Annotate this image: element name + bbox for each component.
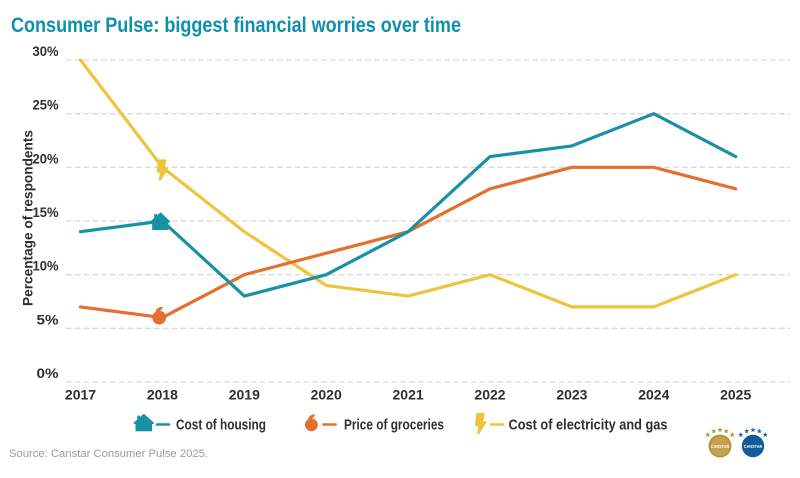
svg-text:0%: 0% [37, 365, 60, 381]
svg-text:5%: 5% [37, 311, 60, 327]
svg-text:2025: 2025 [720, 387, 751, 403]
svg-text:10%: 10% [33, 258, 60, 274]
svg-text:2024: 2024 [638, 387, 669, 403]
svg-text:Cost of housing: Cost of housing [176, 417, 266, 434]
svg-text:CANSTAR: CANSTAR [711, 444, 730, 450]
svg-text:Cost of electricity and gas: Cost of electricity and gas [509, 417, 668, 434]
svg-text:2018: 2018 [147, 387, 178, 403]
svg-text:2020: 2020 [311, 387, 342, 403]
svg-text:30%: 30% [33, 43, 60, 59]
svg-text:2021: 2021 [393, 387, 424, 403]
svg-text:CANSTAR: CANSTAR [744, 444, 763, 450]
svg-text:Percentage of respondents: Percentage of respondents [20, 130, 36, 306]
svg-text:2022: 2022 [474, 387, 505, 403]
svg-text:Price of groceries: Price of groceries [344, 417, 444, 434]
svg-text:15%: 15% [33, 204, 60, 220]
svg-text:2017: 2017 [65, 387, 96, 403]
svg-text:20%: 20% [33, 150, 60, 166]
svg-text:25%: 25% [33, 97, 60, 113]
svg-text:Source: Canstar Consumer Pulse: Source: Canstar Consumer Pulse 2025. [9, 448, 208, 460]
svg-text:2023: 2023 [556, 387, 587, 403]
svg-text:2019: 2019 [229, 387, 260, 403]
svg-text:Consumer Pulse: biggest financ: Consumer Pulse: biggest financial worrie… [11, 14, 461, 37]
